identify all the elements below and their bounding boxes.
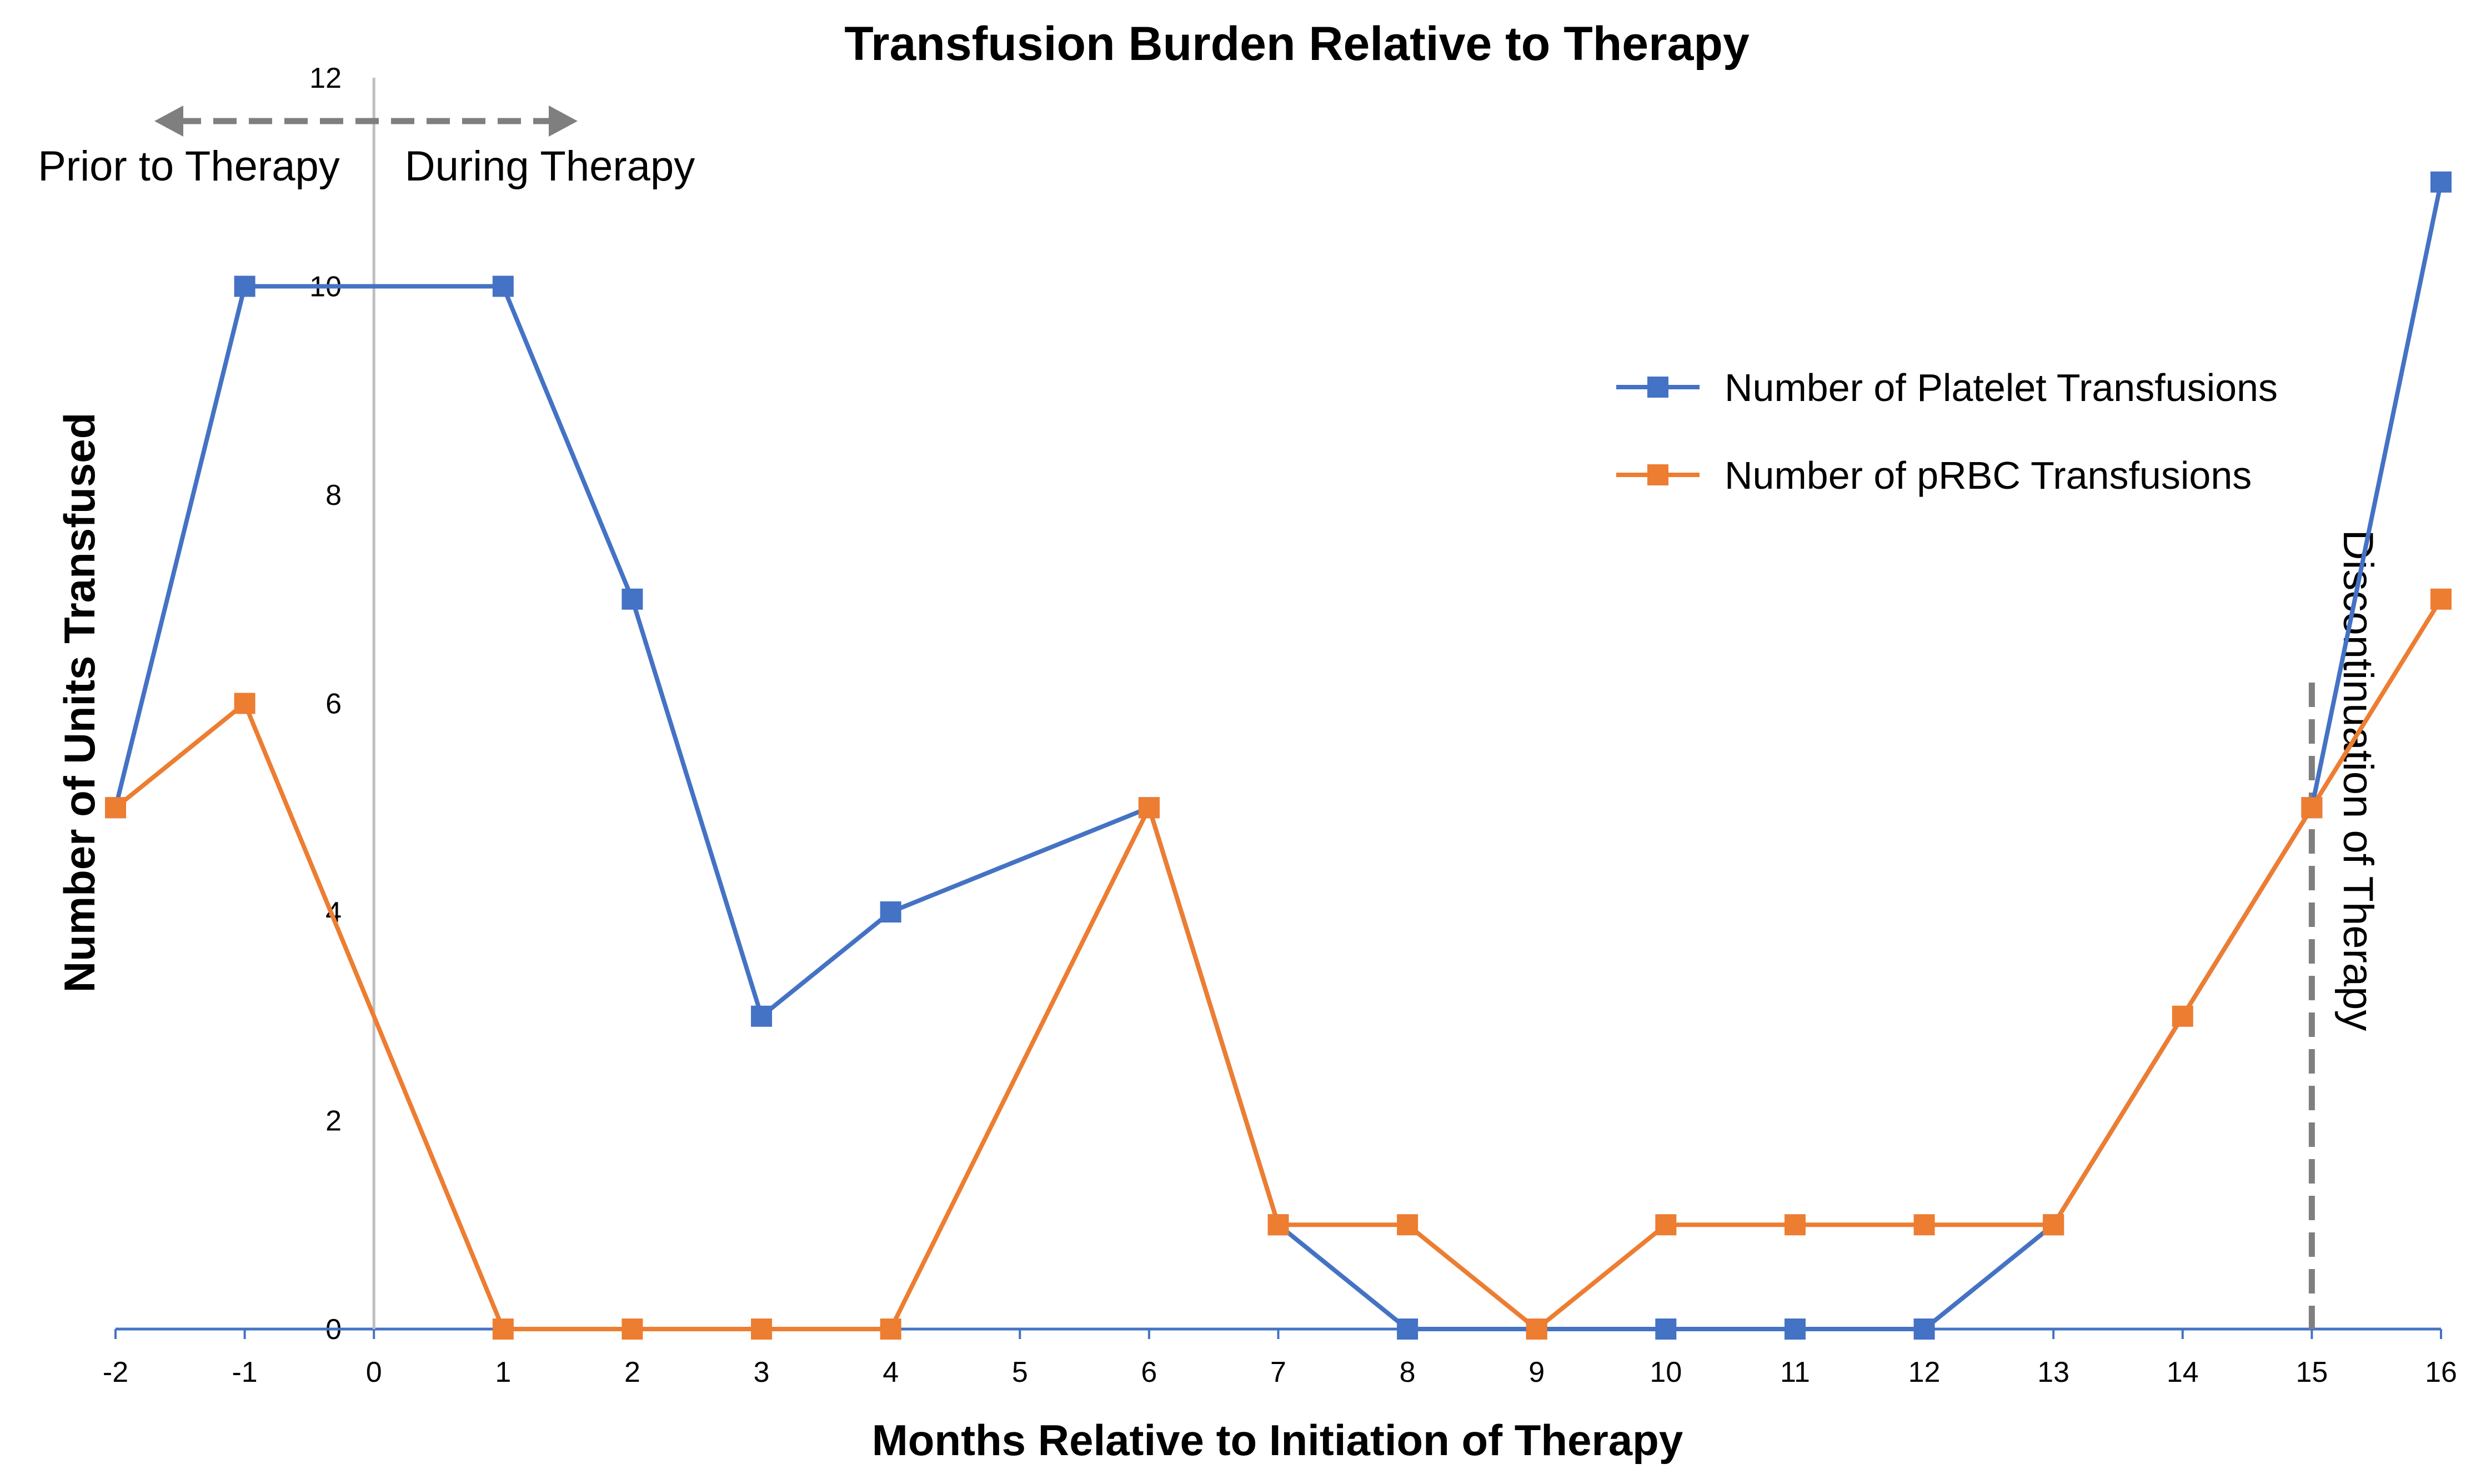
data-point-0 <box>880 901 901 923</box>
data-point-0 <box>751 1005 773 1027</box>
svg-text:Number of pRBC Transfusions: Number of pRBC Transfusions <box>1725 454 2252 497</box>
data-point-0 <box>1784 1318 1806 1340</box>
data-point-1 <box>1138 797 1160 819</box>
x-tick-label: 0 <box>366 1356 382 1388</box>
data-point-1 <box>2301 797 2323 819</box>
y-tick-label: 12 <box>309 62 342 94</box>
data-point-1 <box>234 693 255 714</box>
series-line-0 <box>113 181 2443 1331</box>
data-point-1 <box>1913 1214 1935 1236</box>
x-tick-label: 11 <box>1780 1356 1810 1388</box>
data-point-0 <box>234 275 255 297</box>
x-tick-label: 15 <box>2295 1356 2328 1388</box>
x-tick-label: -2 <box>103 1356 128 1388</box>
svg-text:Number of Platelet Transfusion: Number of Platelet Transfusions <box>1725 366 2278 409</box>
therapy-period-arrow <box>154 106 578 137</box>
y-axis-title: Number of Units Transfused <box>55 413 104 992</box>
x-tick-label: 3 <box>754 1356 770 1388</box>
x-axis-ticks: -2 -1 0 1 2 3 4 5 6 7 8 9 10 11 12 13 14 15 16 <box>103 1329 2457 1388</box>
data-point-1 <box>1526 1318 1547 1340</box>
x-tick-label: 4 <box>883 1356 899 1388</box>
during-therapy-label: During Therapy <box>405 143 695 190</box>
x-tick-label: 7 <box>1270 1356 1286 1388</box>
data-point-1 <box>105 797 126 819</box>
data-point-1 <box>2172 1005 2193 1027</box>
prior-to-therapy-label: Prior to Therapy <box>38 143 340 190</box>
data-point-0 <box>622 588 643 610</box>
series-layer <box>105 171 2452 1340</box>
data-point-0 <box>492 275 514 297</box>
data-point-1 <box>622 1318 643 1340</box>
x-tick-label: 8 <box>1400 1356 1416 1388</box>
x-tick-label: 2 <box>624 1356 640 1388</box>
y-tick-label: 6 <box>325 688 342 720</box>
legend-item-platelet: Number of Platelet Transfusions <box>1616 366 2278 409</box>
x-tick-label: -1 <box>232 1356 257 1388</box>
x-tick-label: 10 <box>1650 1356 1682 1388</box>
data-point-0 <box>1913 1318 1935 1340</box>
data-point-0 <box>1397 1318 1419 1340</box>
data-point-1 <box>1267 1214 1289 1236</box>
y-tick-label: 2 <box>325 1105 342 1137</box>
legend-item-prbc: Number of pRBC Transfusions <box>1616 454 2252 497</box>
x-tick-label: 6 <box>1141 1356 1157 1388</box>
discontinuation-label: Discontinuation of Therapy <box>2334 530 2382 1031</box>
x-tick-label: 13 <box>2037 1356 2069 1388</box>
data-point-0 <box>2430 171 2452 193</box>
y-tick-label: 8 <box>325 479 342 512</box>
data-point-1 <box>1784 1214 1806 1236</box>
x-tick-label: 5 <box>1012 1356 1028 1388</box>
data-point-1 <box>1397 1214 1419 1236</box>
data-point-1 <box>2043 1214 2064 1236</box>
x-tick-label: 12 <box>1908 1356 1941 1388</box>
data-point-1 <box>751 1318 773 1340</box>
data-point-1 <box>1655 1214 1677 1236</box>
data-point-1 <box>2430 588 2452 610</box>
legend: Number of Platelet Transfusions Number o… <box>1616 366 2278 497</box>
data-point-0 <box>1655 1318 1677 1340</box>
data-point-1 <box>492 1318 514 1340</box>
x-tick-label: 9 <box>1528 1356 1545 1388</box>
x-axis-title: Months Relative to Initiation of Therapy <box>872 1416 1683 1465</box>
chart-title: Transfusion Burden Relative to Therapy <box>844 17 1750 71</box>
x-tick-label: 14 <box>2167 1356 2199 1388</box>
data-point-1 <box>880 1318 901 1340</box>
x-tick-label: 1 <box>495 1356 511 1388</box>
x-tick-label: 16 <box>2425 1356 2457 1388</box>
